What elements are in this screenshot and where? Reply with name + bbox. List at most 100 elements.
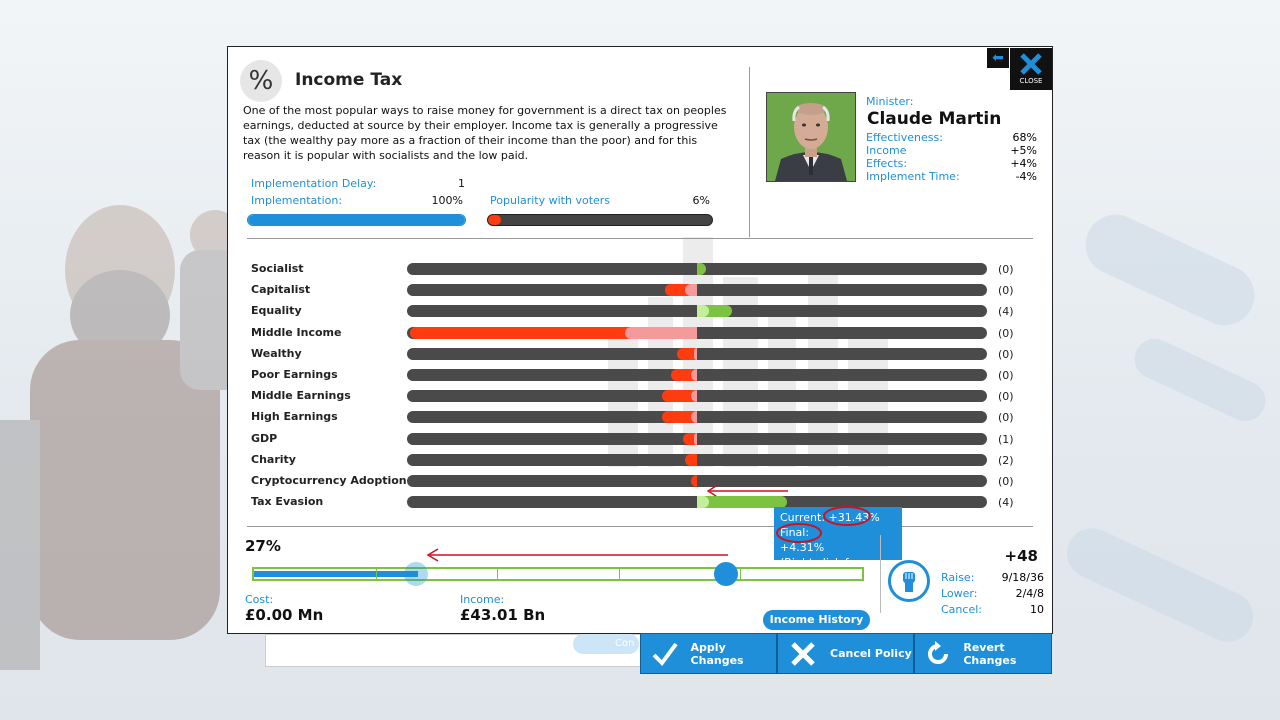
effect-count: (2) — [998, 454, 1014, 467]
minister-portrait[interactable] — [766, 92, 856, 182]
effect-count: (0) — [998, 284, 1014, 297]
minister-name: Claude Martin — [867, 109, 1002, 129]
effect-bar-current — [697, 305, 709, 317]
effect-name: Tax Evasion — [251, 495, 324, 508]
slider-handle[interactable] — [714, 562, 739, 586]
effect-bar[interactable] — [407, 496, 987, 508]
slider-tick — [375, 569, 377, 579]
minister-stat-value: +4% — [1010, 157, 1037, 170]
implementation-delay-value: 1 — [458, 177, 465, 190]
effect-count: (0) — [998, 327, 1014, 340]
minister-stat-effects: Effects: +4% — [866, 157, 1037, 170]
minister-stat-income: Income +5% — [866, 144, 1037, 157]
apply-changes-button[interactable]: Apply Changes — [640, 633, 777, 674]
tax-rate-slider[interactable] — [252, 567, 864, 581]
popularity-bar-fill — [488, 215, 502, 225]
cost-label: Cost: — [245, 593, 274, 606]
effect-count: (4) — [998, 305, 1014, 318]
vertical-divider — [880, 535, 881, 613]
annotation-arrow — [426, 548, 728, 562]
slider-current-marker — [404, 562, 429, 586]
percent-icon: % — [240, 60, 282, 102]
back-arrow-icon[interactable]: ⬅ — [987, 48, 1009, 68]
effect-name: Wealthy — [251, 347, 302, 360]
effect-name: Middle Income — [251, 326, 342, 339]
slider-tick — [497, 569, 499, 579]
cancel-policy-button[interactable]: Cancel Policy — [777, 633, 914, 674]
effect-bar[interactable] — [407, 305, 987, 317]
effect-bar-final — [662, 411, 697, 423]
capital-row-value: 9/18/36 — [1001, 571, 1044, 584]
minister-stat-label: Income — [866, 144, 907, 157]
effect-bar[interactable] — [407, 475, 987, 487]
income-label: Income: — [460, 593, 505, 606]
effect-bar[interactable] — [407, 411, 987, 423]
implementation-delay-label: Implementation Delay: — [251, 177, 377, 190]
minister-stat-label: Implement Time: — [866, 170, 960, 183]
minister-stat-value: 68% — [1012, 131, 1037, 144]
minister-stat-value: -4% — [1015, 170, 1037, 183]
minister-stat-label: Effects: — [866, 157, 908, 170]
partial-button[interactable]: Con — [573, 634, 639, 654]
effect-name: Charity — [251, 453, 296, 466]
effect-bar-final — [682, 433, 697, 445]
effect-count: (1) — [998, 433, 1014, 446]
raised-fist-glyph — [903, 572, 915, 592]
effect-count: (0) — [998, 369, 1014, 382]
effect-bar[interactable] — [407, 263, 987, 275]
capital-row-value: 2/4/8 — [1015, 587, 1044, 600]
effect-bar-current — [624, 327, 697, 339]
apply-changes-label: Apply Changes — [690, 640, 744, 667]
effect-bar-current — [691, 411, 697, 423]
implementation-value: 100% — [431, 194, 463, 207]
effect-name: Capitalist — [251, 283, 311, 296]
implementation-bar-fill — [248, 215, 465, 225]
capital-row-lower: Lower: 2/4/8 — [941, 587, 1044, 600]
revert-changes-label: Revert Changes — [963, 640, 1017, 667]
effect-bar-current — [694, 433, 697, 445]
revert-changes-button[interactable]: Revert Changes — [914, 633, 1052, 674]
minister-stat-implement-time: Implement Time: -4% — [866, 170, 1037, 183]
implementation-bar — [247, 214, 466, 226]
effect-bar[interactable] — [407, 454, 987, 466]
raised-fist-icon — [888, 560, 930, 602]
effect-bar-final — [697, 496, 787, 508]
effect-bar[interactable] — [407, 327, 987, 339]
minister-stat-effectiveness: Effectiveness: 68% — [866, 131, 1037, 144]
effect-bar-final — [685, 454, 697, 466]
slider-fill — [254, 571, 419, 577]
capital-row-raise: Raise: 9/18/36 — [941, 571, 1044, 584]
effect-name: Middle Earnings — [251, 389, 351, 402]
slider-tick — [618, 569, 620, 579]
capital-row-value: 10 — [1030, 603, 1044, 616]
income-history-button[interactable]: Income History — [763, 610, 870, 630]
effect-bar[interactable] — [407, 390, 987, 402]
minister-stat-value: +5% — [1010, 144, 1037, 157]
vertical-divider — [749, 67, 750, 237]
effect-bar[interactable] — [407, 284, 987, 296]
annotation-circle — [823, 506, 871, 526]
effect-bar[interactable] — [407, 369, 987, 381]
close-button[interactable]: CLOSE — [1010, 48, 1052, 90]
political-capital-total: +48 — [1004, 547, 1038, 565]
revert-arrow-icon — [923, 639, 953, 669]
background-figure-illustration — [0, 205, 245, 670]
effect-bar[interactable] — [407, 433, 987, 445]
popularity-bar — [487, 214, 713, 226]
capital-row-label: Lower: — [941, 587, 978, 600]
policy-title: Income Tax — [295, 70, 403, 90]
effect-bar[interactable] — [407, 348, 987, 360]
minister-portrait-illustration — [767, 93, 855, 181]
effect-bar-current — [694, 348, 697, 360]
slider-tick — [740, 569, 742, 579]
tooltip-final-value: +4.31% — [780, 541, 825, 554]
capital-row-label: Raise: — [941, 571, 975, 584]
implementation-label: Implementation: — [251, 194, 343, 207]
policy-description: One of the most popular ways to raise mo… — [243, 104, 727, 162]
annotation-arrow — [706, 485, 788, 497]
popularity-value: 6% — [692, 194, 710, 207]
section-divider — [902, 526, 1033, 527]
slider-current-value: 27% — [245, 537, 281, 555]
effect-name: Socialist — [251, 262, 304, 275]
effect-bar-final — [676, 348, 697, 360]
